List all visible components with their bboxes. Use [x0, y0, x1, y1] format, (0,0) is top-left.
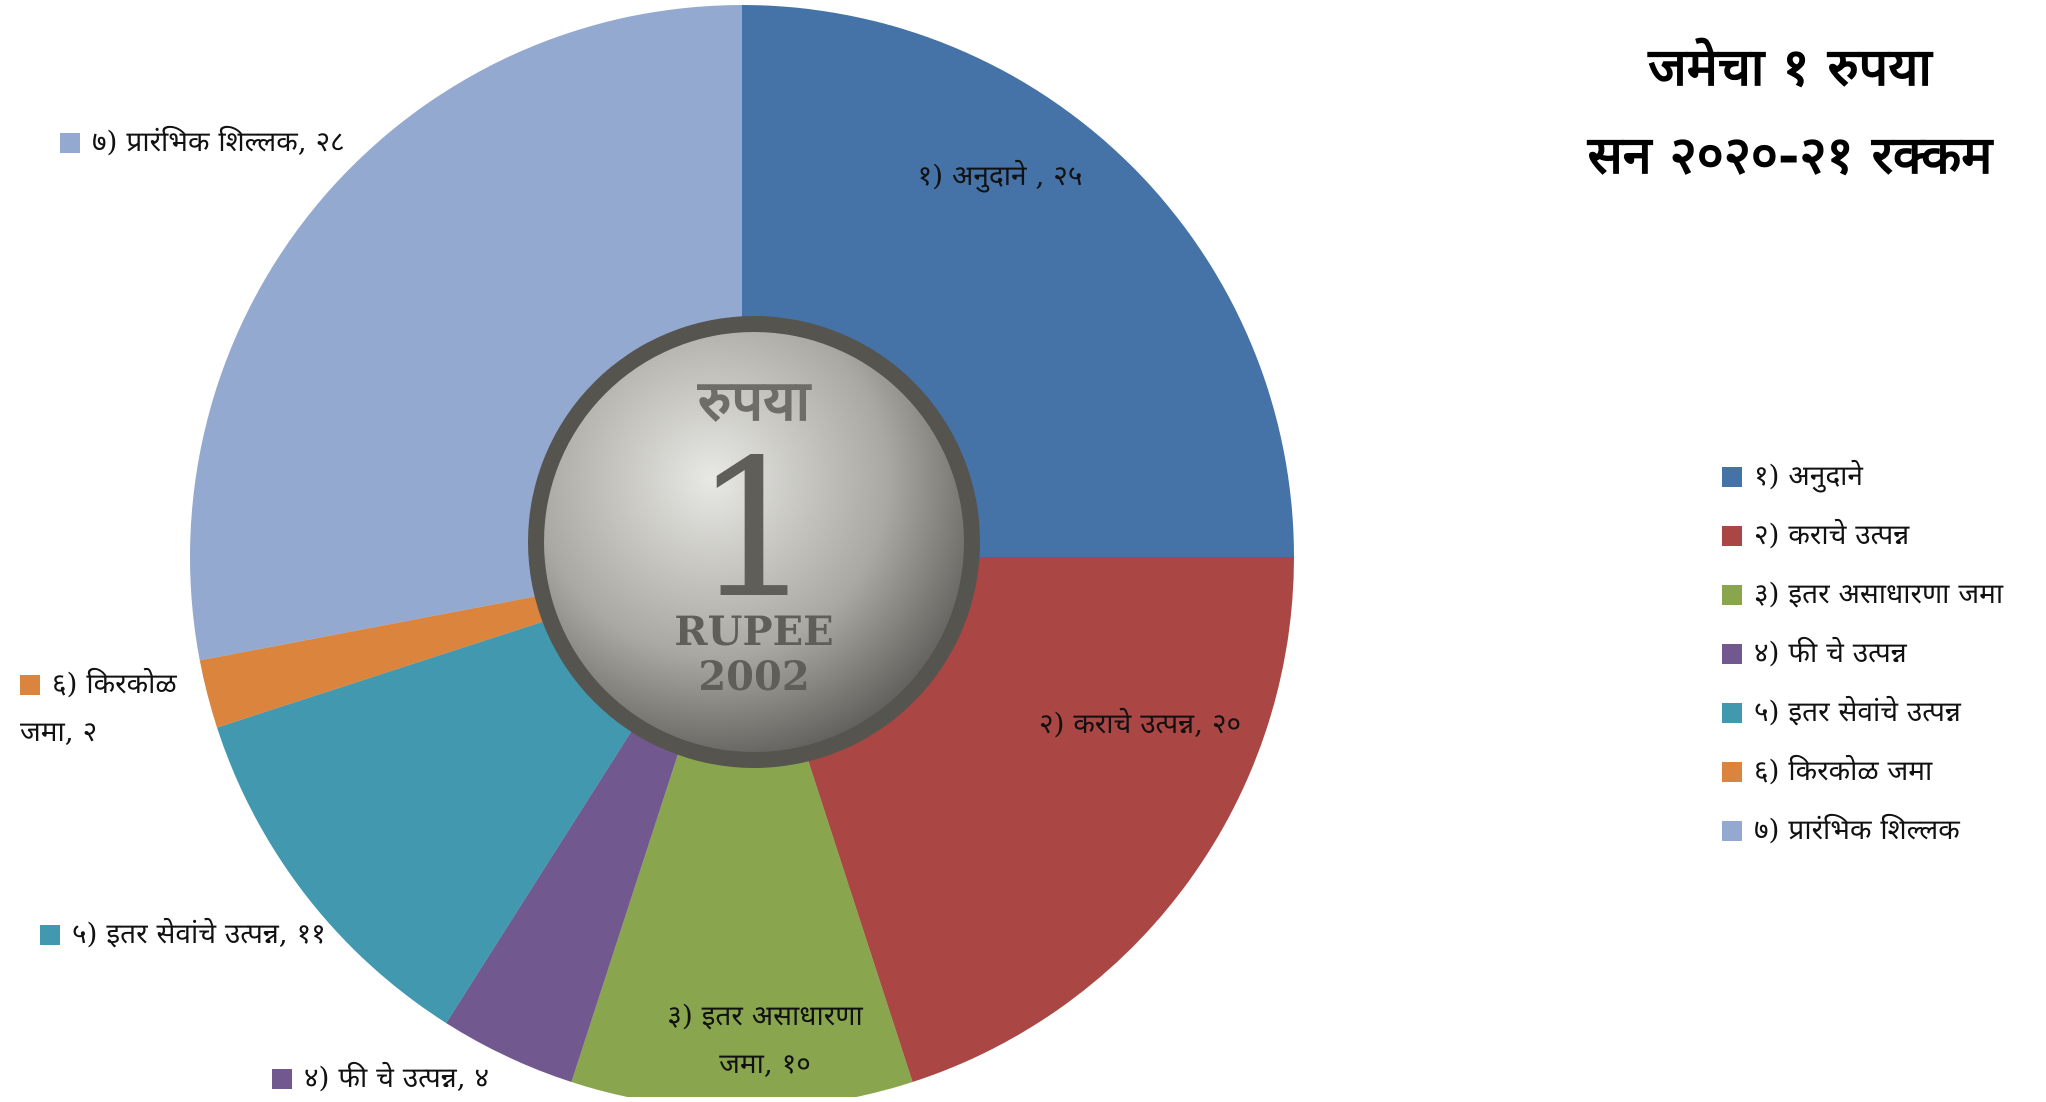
legend-marker	[272, 1069, 292, 1089]
label-text: १) अनुदाने , २५	[917, 159, 1083, 192]
legend-entry: ५) इतर सेवांचे उत्पन्न	[1722, 688, 1961, 736]
data-label: ३) इतर असाधारणा जमा, १०	[640, 992, 890, 1088]
data-label: १) अनुदाने , २५	[880, 152, 1120, 200]
chart-title: जमेचा १ रुपया	[1648, 37, 1932, 98]
coin-bottom-text: RUPEE	[674, 608, 833, 655]
label-text: २) कराचे उत्पन्न	[1754, 518, 1910, 551]
legend-marker	[40, 925, 60, 945]
legend-entry: १) अनुदाने	[1722, 452, 1863, 500]
legend-marker	[20, 675, 40, 695]
legend-marker	[1722, 821, 1742, 841]
legend-marker	[60, 133, 80, 153]
legend-marker	[1722, 467, 1742, 487]
data-label: ६) किरकोळ जमा, २	[20, 660, 220, 756]
label-text: ५) इतर सेवांचे उत्पन्न, ११	[72, 917, 326, 950]
data-label: २) कराचे उत्पन्न, २०	[990, 700, 1290, 748]
coin-face	[544, 332, 964, 752]
legend-marker	[1722, 703, 1742, 723]
legend-entry: ३) इतर असाधारणा जमा	[1722, 570, 2003, 618]
legend-marker	[1722, 644, 1742, 664]
label-text: ५) इतर सेवांचे उत्पन्न	[1754, 695, 1961, 728]
legend-entry: ६) किरकोळ जमा	[1722, 747, 1932, 795]
legend-entry: २) कराचे उत्पन्न	[1722, 511, 1909, 559]
label-text: ४) फी चे उत्पन्न	[1754, 636, 1907, 669]
label-text: ६) किरकोळ जमा, २	[20, 667, 177, 748]
label-text: २) कराचे उत्पन्न, २०	[1038, 707, 1242, 740]
coin-year: 2002	[698, 653, 809, 700]
chart-title: सन २०२०-२१ रक्कम	[1587, 125, 1993, 186]
label-text: १) अनुदाने	[1754, 459, 1863, 492]
legend-entry: ४) फी चे उत्पन्न	[1722, 629, 1907, 677]
label-text: ७) प्रारंभिक शिल्लक, २८	[92, 125, 345, 158]
label-text: ३) इतर असाधारणा जमा	[1754, 577, 2004, 610]
label-text: ७) प्रारंभिक शिल्लक	[1754, 813, 1960, 846]
legend-marker	[1722, 585, 1742, 605]
legend-marker	[1722, 526, 1742, 546]
legend-entry: ७) प्रारंभिक शिल्लक	[1722, 806, 1960, 854]
label-text: ४) फी चे उत्पन्न, ४	[304, 1061, 490, 1094]
data-label: ७) प्रारंभिक शिल्लक, २८	[60, 118, 440, 166]
label-text: ६) किरकोळ जमा	[1754, 754, 1933, 787]
legend-marker	[1722, 762, 1742, 782]
coin-top-text: रुपया	[697, 368, 813, 434]
coin-numeral: 1	[694, 419, 815, 640]
pie-slice	[571, 557, 913, 1097]
label-text: ३) इतर असाधारणा जमा, १०	[667, 999, 863, 1080]
data-label: ५) इतर सेवांचे उत्पन्न, ११	[40, 910, 400, 958]
data-label: ४) फी चे उत्पन्न, ४	[272, 1054, 572, 1102]
coin: रुपया 1 RUPEE 2002	[528, 316, 980, 768]
